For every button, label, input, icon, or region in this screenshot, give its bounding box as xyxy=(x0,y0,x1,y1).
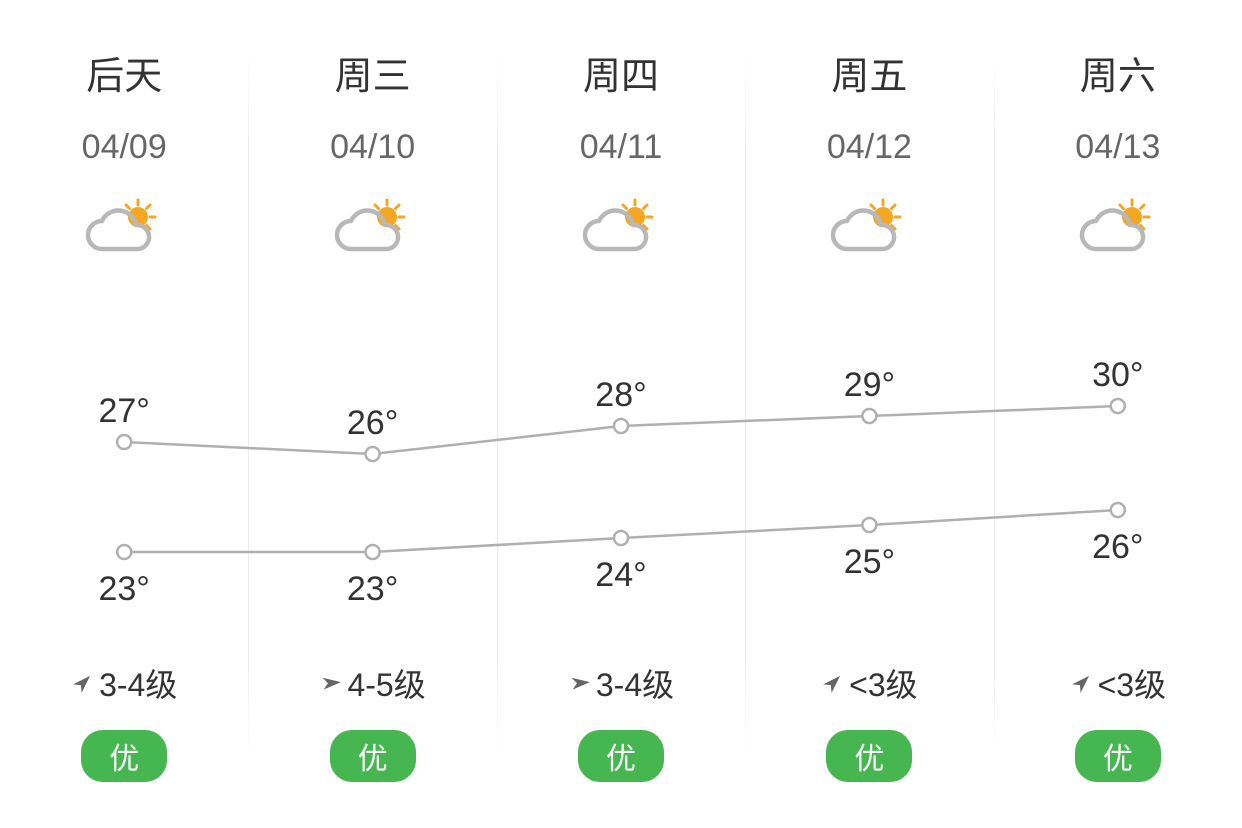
wind-level: <3级 xyxy=(1098,660,1167,706)
temp-low: 24° xyxy=(595,556,646,595)
wind-direction-icon xyxy=(821,671,845,695)
aqi-badge: 优 xyxy=(578,730,664,782)
date-label: 04/13 xyxy=(1075,128,1160,167)
column-divider xyxy=(248,50,249,758)
wind-level: <3级 xyxy=(849,660,918,706)
day-column[interactable]: 周六 04/13 30° 26° <3级优 xyxy=(994,0,1242,828)
aqi-badge: 优 xyxy=(330,730,416,782)
wind-info: 3-4级 xyxy=(71,660,177,706)
forecast-container: 后天 04/09 27° 23° 3-4级优 周三 04/10 26° 23° 4-5级优 xyxy=(0,0,1242,828)
wind-direction-icon xyxy=(568,671,592,695)
day-label: 周三 xyxy=(335,45,411,100)
date-label: 04/11 xyxy=(580,128,663,167)
date-label: 04/10 xyxy=(330,128,415,167)
column-divider xyxy=(994,50,995,758)
aqi-badge: 优 xyxy=(826,730,912,782)
wind-info: 3-4级 xyxy=(568,660,674,706)
day-label: 周六 xyxy=(1080,45,1156,100)
wind-direction-icon xyxy=(319,671,343,695)
wind-info: <3级 xyxy=(1070,660,1167,706)
temp-high: 30° xyxy=(1092,356,1143,395)
partly-cloudy-icon xyxy=(84,197,164,261)
aqi-badge: 优 xyxy=(1075,730,1161,782)
column-divider xyxy=(745,50,746,758)
date-label: 04/09 xyxy=(82,128,167,167)
temp-high: 28° xyxy=(595,376,646,415)
wind-direction-icon xyxy=(1070,671,1094,695)
partly-cloudy-icon xyxy=(333,197,413,261)
wind-level: 3-4级 xyxy=(99,660,177,706)
day-column[interactable]: 周五 04/12 29° 25° <3级优 xyxy=(745,0,993,828)
day-column[interactable]: 后天 04/09 27° 23° 3-4级优 xyxy=(0,0,248,828)
aqi-badge: 优 xyxy=(81,730,167,782)
temp-low: 25° xyxy=(844,543,895,582)
wind-direction-icon xyxy=(71,671,95,695)
day-column[interactable]: 周三 04/10 26° 23° 4-5级优 xyxy=(248,0,496,828)
temp-high: 29° xyxy=(844,366,895,405)
temp-high: 26° xyxy=(347,404,398,443)
day-label: 周五 xyxy=(831,45,907,100)
partly-cloudy-icon xyxy=(1078,197,1158,261)
wind-level: 4-5级 xyxy=(347,660,425,706)
partly-cloudy-icon xyxy=(581,197,661,261)
day-label: 周四 xyxy=(583,45,659,100)
temp-high: 27° xyxy=(98,392,149,431)
wind-info: 4-5级 xyxy=(319,660,425,706)
day-column[interactable]: 周四 04/11 28° 24° 3-4级优 xyxy=(497,0,745,828)
temp-low: 23° xyxy=(347,570,398,609)
temp-low: 26° xyxy=(1092,528,1143,567)
partly-cloudy-icon xyxy=(829,197,909,261)
wind-level: 3-4级 xyxy=(596,660,674,706)
wind-info: <3级 xyxy=(821,660,918,706)
column-divider xyxy=(497,50,498,758)
date-label: 04/12 xyxy=(827,128,912,167)
day-label: 后天 xyxy=(86,45,162,100)
temp-low: 23° xyxy=(98,570,149,609)
